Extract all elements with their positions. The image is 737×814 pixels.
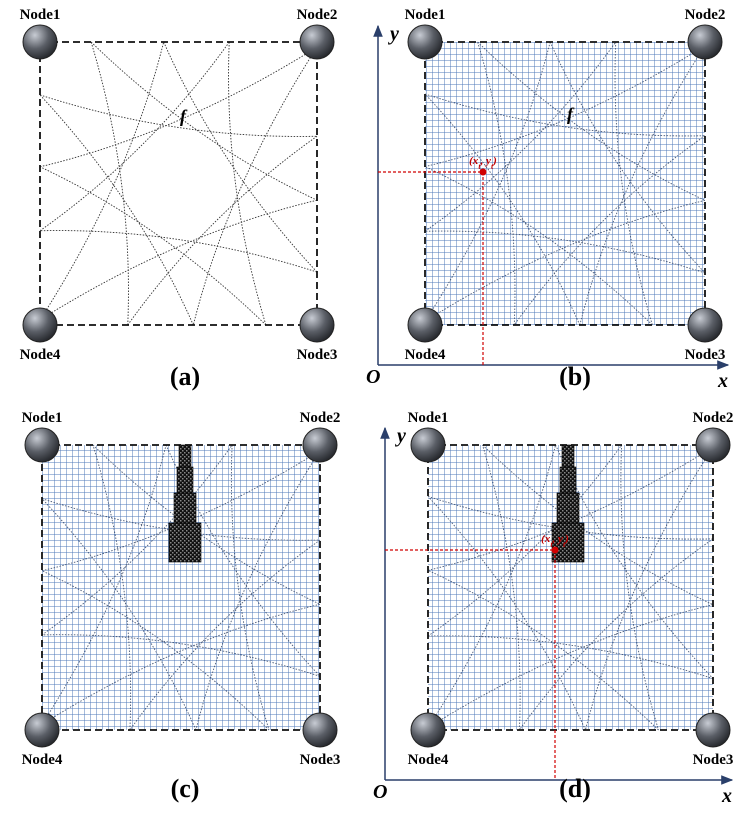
point-label-part: ) <box>492 155 497 167</box>
panel-label: (b) <box>559 362 591 391</box>
panel-label: (d) <box>559 774 591 803</box>
x-axis-label: x <box>721 785 732 807</box>
target-object <box>179 445 191 467</box>
target-object <box>557 493 579 523</box>
node-label: Node2 <box>685 7 726 23</box>
signal-path <box>128 136 317 325</box>
signal-path <box>193 47 317 325</box>
sensor-node <box>688 308 722 342</box>
sensor-node <box>25 713 59 747</box>
node-label: Node3 <box>297 347 338 363</box>
signal-path <box>40 42 164 320</box>
mesh-grid <box>425 42 705 325</box>
sensor-node <box>688 25 722 59</box>
sensor-node <box>411 713 445 747</box>
node-label: Node2 <box>297 7 338 23</box>
target-object <box>560 467 576 493</box>
sensor-node <box>300 25 334 59</box>
signal-path <box>40 167 266 325</box>
sensor-node <box>696 713 730 747</box>
signal-path <box>91 42 128 325</box>
sensor-node <box>23 25 57 59</box>
node-label: Node1 <box>405 7 446 23</box>
point-label-part: , y <box>552 533 564 545</box>
node-label: Node4 <box>20 347 61 363</box>
y-axis-label: y <box>395 425 406 447</box>
node-label: Node3 <box>693 752 734 768</box>
node-label: Node1 <box>20 7 61 23</box>
signal-path <box>91 42 317 200</box>
y-axis-label: y <box>388 23 399 45</box>
boundary <box>40 42 317 325</box>
node-label: Node3 <box>685 347 726 363</box>
node-label: Node1 <box>408 410 449 426</box>
sensor-node <box>303 428 337 462</box>
sensor-node <box>303 713 337 747</box>
sensor-node <box>411 428 445 462</box>
node-label: Node2 <box>693 410 734 426</box>
sensor-node <box>300 308 334 342</box>
signal-path <box>40 95 317 136</box>
origin-label: O <box>366 366 380 388</box>
point-label-part: ) <box>564 533 569 545</box>
sensor-node <box>25 428 59 462</box>
origin-label: O <box>373 781 387 803</box>
node-label: Node4 <box>405 347 446 363</box>
signal-path <box>40 95 193 325</box>
sensor-node <box>696 428 730 462</box>
field-label: f <box>180 106 188 126</box>
target-object <box>174 493 196 523</box>
sensor-node <box>408 308 442 342</box>
signal-path <box>229 42 266 325</box>
point-label-part: , y <box>480 155 492 167</box>
figure: f Node1 Node2 Node3 Node4 (a)f Node1 Node2 Node3… <box>0 0 737 814</box>
sensor-node <box>408 25 442 59</box>
signal-path <box>40 231 317 272</box>
target-object <box>177 467 193 493</box>
node-label: Node2 <box>300 410 341 426</box>
signal-path <box>40 42 229 231</box>
node-label: Node4 <box>408 752 449 768</box>
sensor-node <box>23 308 57 342</box>
panel: f Node1 Node2 Node3 Node4 (a) <box>20 7 338 391</box>
panel-label: (a) <box>170 362 200 391</box>
panel: Node1 Node2 Node3 Node4 (c) <box>22 410 341 803</box>
panel-label: (c) <box>171 774 200 803</box>
target-object <box>169 523 201 562</box>
node-label: Node4 <box>22 752 63 768</box>
target-object <box>562 445 574 467</box>
node-label: Node3 <box>300 752 341 768</box>
x-axis-label: x <box>717 370 728 392</box>
signal-path <box>164 42 317 272</box>
node-label: Node1 <box>22 410 63 426</box>
